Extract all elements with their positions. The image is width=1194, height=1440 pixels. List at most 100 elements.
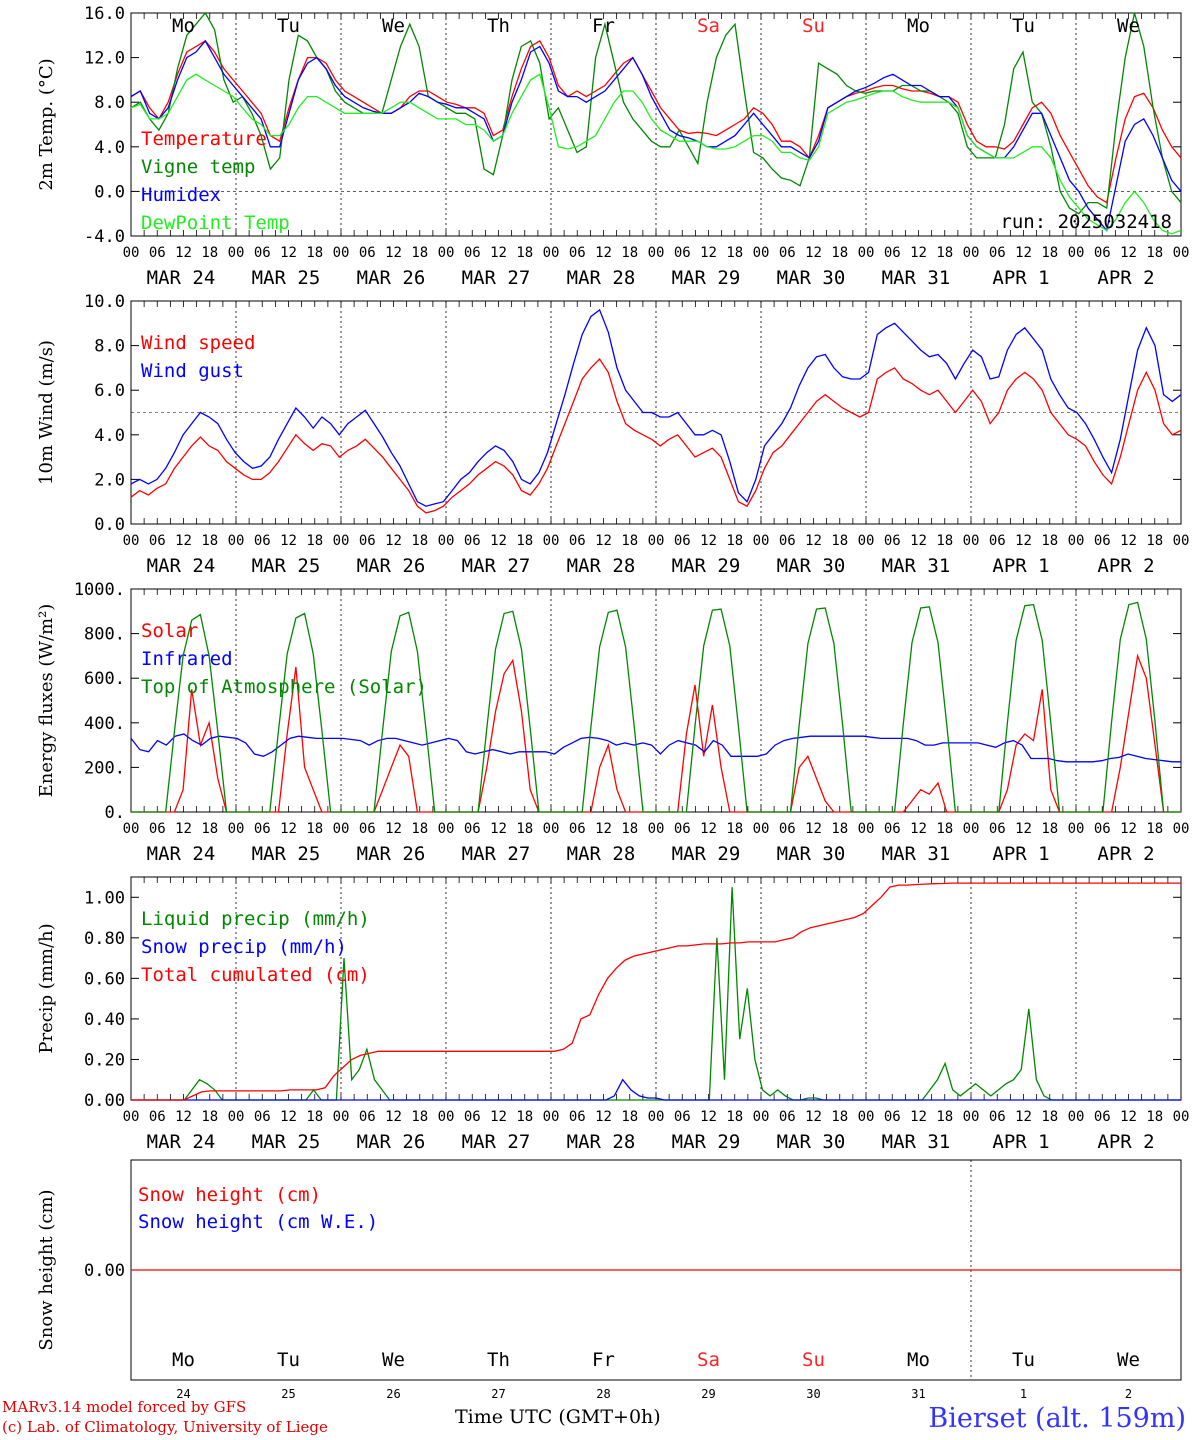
y-tick-label: 200. xyxy=(84,758,125,778)
date-label: MAR 29 xyxy=(672,843,741,865)
legend-label: Liquid precip (mm/h) xyxy=(141,908,370,930)
day-number-label: 26 xyxy=(386,1387,400,1401)
hour-tick-label: 00 xyxy=(1173,533,1190,549)
date-label: MAR 30 xyxy=(777,267,846,289)
series-line xyxy=(131,601,1181,813)
hour-tick-label: 12 xyxy=(910,821,927,837)
hour-tick-label: 06 xyxy=(569,245,586,261)
hour-tick-label: 18 xyxy=(936,1109,953,1125)
series-line xyxy=(131,882,1181,1101)
series-line xyxy=(131,1078,1181,1101)
hour-tick-label: 12 xyxy=(910,1109,927,1125)
hour-tick-label: 12 xyxy=(490,821,507,837)
weekday-label: Fr xyxy=(592,1349,615,1371)
y-tick-label: -4.0 xyxy=(84,227,125,247)
date-label: MAR 24 xyxy=(147,267,216,289)
date-label: MAR 29 xyxy=(672,267,741,289)
date-label: MAR 26 xyxy=(357,843,426,865)
hour-tick-label: 12 xyxy=(280,533,297,549)
day-number-label: 2 xyxy=(1125,1387,1132,1401)
series-line xyxy=(130,39,1182,232)
date-label: MAR 29 xyxy=(672,1131,741,1153)
hour-tick-label: 12 xyxy=(595,533,612,549)
hour-tick-label: 06 xyxy=(464,1109,481,1125)
weekday-label: Sa xyxy=(697,1349,720,1371)
hour-tick-label: 18 xyxy=(621,245,638,261)
hour-tick-label: 18 xyxy=(516,245,533,261)
hour-tick-label: 12 xyxy=(385,245,402,261)
hour-tick-label: 00 xyxy=(543,533,560,549)
date-label: MAR 31 xyxy=(882,1131,951,1153)
lab-credit: (c) Lab. of Climatology, University of L… xyxy=(2,1418,328,1436)
hour-tick-label: 06 xyxy=(779,1109,796,1125)
y-tick-label: 8.0 xyxy=(94,93,125,113)
hour-tick-label: 18 xyxy=(831,245,848,261)
hour-tick-label: 00 xyxy=(1068,821,1085,837)
hour-tick-label: 06 xyxy=(674,821,691,837)
y-tick-label: 0.00 xyxy=(84,1091,125,1111)
date-label: MAR 27 xyxy=(462,267,531,289)
date-label: APR 1 xyxy=(992,843,1049,865)
hour-tick-label: 00 xyxy=(1068,245,1085,261)
hour-tick-label: 06 xyxy=(254,533,271,549)
date-label: MAR 30 xyxy=(777,843,846,865)
hour-tick-label: 06 xyxy=(884,533,901,549)
hour-tick-label: 12 xyxy=(490,245,507,261)
hour-tick-label: 12 xyxy=(1015,1109,1032,1125)
hour-tick-label: 18 xyxy=(201,533,218,549)
date-label: APR 2 xyxy=(1097,267,1154,289)
hour-tick-label: 00 xyxy=(648,533,665,549)
hour-tick-label: 06 xyxy=(1094,245,1111,261)
hour-tick-label: 06 xyxy=(1094,821,1111,837)
hour-tick-label: 06 xyxy=(989,1109,1006,1125)
y-tick-label: 0.00 xyxy=(84,1261,125,1281)
date-label: MAR 25 xyxy=(252,555,321,577)
date-label: MAR 24 xyxy=(147,843,216,865)
hour-tick-label: 06 xyxy=(464,533,481,549)
model-credit: MARv3.14 model forced by GFS xyxy=(2,1398,247,1416)
legend-label: Infrared xyxy=(141,648,233,670)
y-tick-label: 0.40 xyxy=(84,1010,125,1030)
hour-tick-label: 18 xyxy=(726,1109,743,1125)
hour-tick-label: 12 xyxy=(805,245,822,261)
hour-tick-label: 06 xyxy=(989,533,1006,549)
hour-tick-label: 00 xyxy=(753,821,770,837)
y-tick-label: 0.80 xyxy=(84,929,125,949)
hour-tick-label: 18 xyxy=(726,245,743,261)
series-line xyxy=(130,39,1182,204)
hour-tick-label: 12 xyxy=(1015,245,1032,261)
legend-label: Wind speed xyxy=(141,332,255,354)
hour-tick-label: 12 xyxy=(280,245,297,261)
hour-tick-label: 00 xyxy=(753,1109,770,1125)
date-label: APR 1 xyxy=(992,1131,1049,1153)
legend-label: Solar xyxy=(141,620,198,642)
y-tick-label: 4.0 xyxy=(94,426,125,446)
hour-tick-label: 12 xyxy=(595,1109,612,1125)
hour-tick-label: 06 xyxy=(569,821,586,837)
hour-tick-label: 12 xyxy=(805,821,822,837)
hour-tick-label: 12 xyxy=(700,821,717,837)
weekday-label: We xyxy=(1117,15,1140,37)
hour-tick-label: 06 xyxy=(884,1109,901,1125)
hour-tick-label: 18 xyxy=(516,821,533,837)
hour-tick-label: 12 xyxy=(280,1109,297,1125)
weekday-label: We xyxy=(382,1349,405,1371)
hour-tick-label: 12 xyxy=(490,533,507,549)
weekday-label: Th xyxy=(487,1349,510,1371)
date-label: MAR 26 xyxy=(357,555,426,577)
hour-tick-label: 00 xyxy=(123,821,140,837)
hour-tick-label: 18 xyxy=(1041,1109,1058,1125)
date-label: APR 2 xyxy=(1097,843,1154,865)
hour-tick-label: 18 xyxy=(936,245,953,261)
legend-label: Snow precip (mm/h) xyxy=(141,936,347,958)
hour-tick-label: 06 xyxy=(569,533,586,549)
date-label: MAR 31 xyxy=(882,843,951,865)
date-label: MAR 28 xyxy=(567,267,636,289)
y-tick-label: 800. xyxy=(84,625,125,645)
day-number-label: 27 xyxy=(491,1387,505,1401)
weekday-label: Mo xyxy=(172,15,195,37)
y-tick-label: 0.60 xyxy=(84,969,125,989)
hour-tick-label: 00 xyxy=(333,821,350,837)
hour-tick-label: 12 xyxy=(1015,533,1032,549)
hour-tick-label: 18 xyxy=(1041,821,1058,837)
